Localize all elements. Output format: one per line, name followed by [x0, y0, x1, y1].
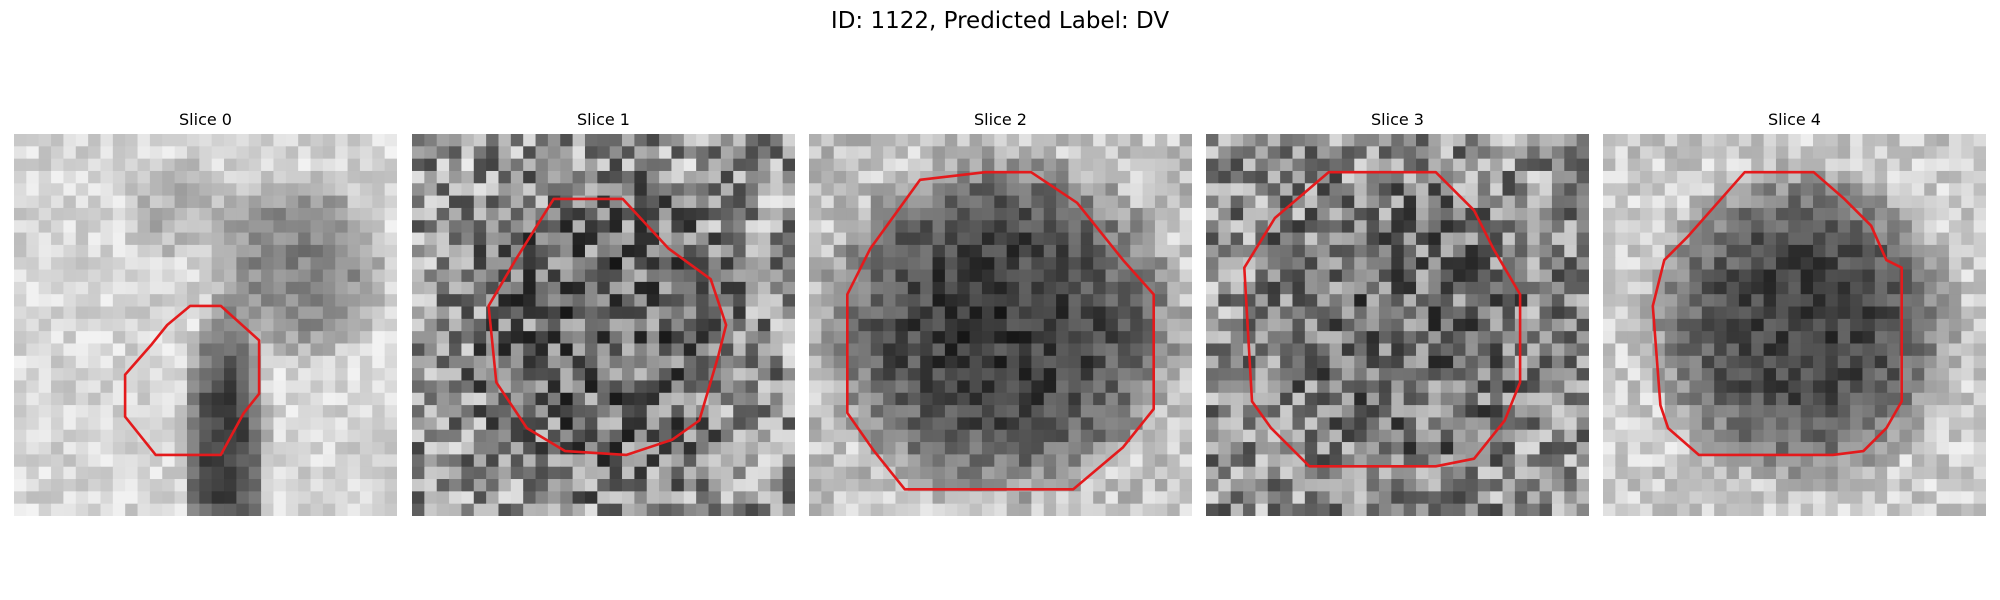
segmentation-contour	[1242, 170, 1522, 468]
slice-image-3	[1206, 134, 1589, 516]
slice-title-3: Slice 3	[1371, 110, 1424, 129]
pixel-grid	[1206, 134, 1589, 516]
segmentation-contour	[845, 170, 1156, 491]
slice-title-2: Slice 2	[974, 110, 1027, 129]
slice-panel-3	[1206, 134, 1589, 516]
segmentation-contour	[1651, 170, 1904, 457]
pixel-grid	[14, 134, 397, 516]
slice-panel-0	[14, 134, 397, 516]
pixel-grid	[809, 134, 1192, 516]
slice-panel-4	[1603, 134, 1986, 516]
slice-panel-2	[809, 134, 1192, 516]
segmentation-contour	[487, 197, 728, 457]
pixel-grid	[1603, 134, 1986, 516]
slice-image-4	[1603, 134, 1986, 516]
slice-image-1	[412, 134, 795, 516]
slice-image-0	[14, 134, 397, 516]
slice-title-4: Slice 4	[1768, 110, 1821, 129]
slice-image-2	[809, 134, 1192, 516]
slice-title-1: Slice 1	[577, 110, 630, 129]
pixel-grid	[412, 134, 795, 516]
segmentation-contour	[123, 304, 261, 457]
figure-title: ID: 1122, Predicted Label: DV	[830, 8, 1170, 34]
slice-panel-1	[412, 134, 795, 516]
slice-title-0: Slice 0	[179, 110, 232, 129]
